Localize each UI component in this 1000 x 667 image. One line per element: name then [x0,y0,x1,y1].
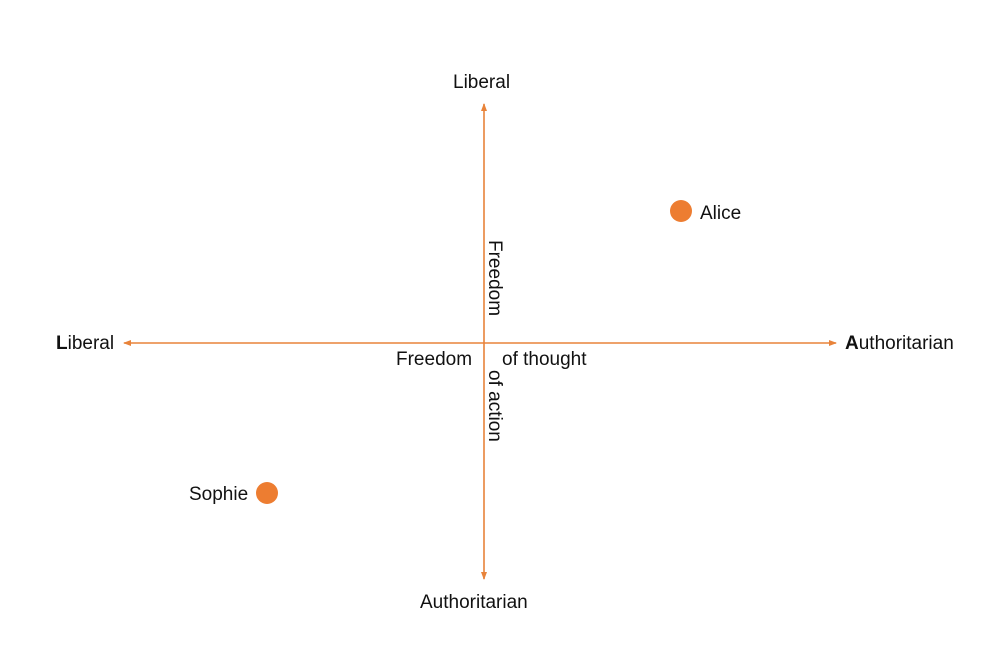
left-axis-label: Liberal [56,333,115,354]
point-label-alice: Alice [700,203,742,224]
horizontal-axis-right-label: of thought [502,349,587,370]
horizontal-axis-left-label: Freedom [396,349,473,370]
vertical-axis-lower-label: of action [484,370,505,442]
bottom-axis-label: Authoritarian [420,592,528,613]
vertical-axis-upper-label: Freedom [484,240,505,317]
point-label-sophie: Sophie [189,484,249,505]
right-axis-label: Authoritarian [845,333,954,354]
point-alice [670,200,692,222]
top-axis-label: Liberal [453,72,511,93]
point-sophie [256,482,278,504]
